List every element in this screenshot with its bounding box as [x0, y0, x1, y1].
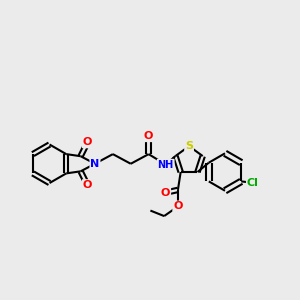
Text: S: S	[185, 141, 193, 151]
Text: O: O	[144, 131, 153, 141]
Text: N: N	[90, 159, 100, 169]
Text: NH: NH	[158, 160, 174, 170]
Text: O: O	[161, 188, 170, 198]
Text: Cl: Cl	[247, 178, 259, 188]
Text: O: O	[83, 137, 92, 147]
Text: O: O	[83, 180, 92, 190]
Text: O: O	[173, 201, 183, 212]
